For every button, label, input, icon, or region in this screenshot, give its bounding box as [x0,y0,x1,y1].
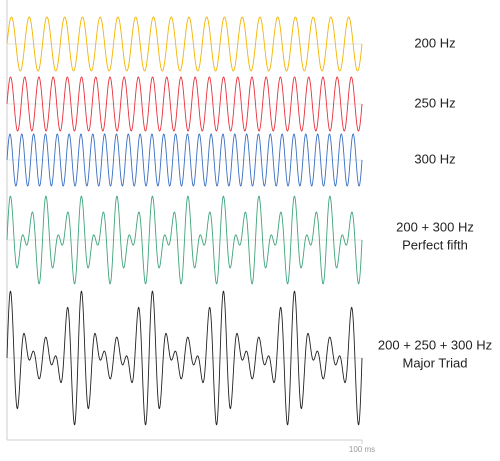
wave-label: 200 Hz [414,35,455,50]
wave-subtitle: Major Triad [402,355,467,370]
waveform [6,76,363,132]
waveform [6,133,363,187]
wave-label: 250 Hz [414,95,455,110]
wave-label: 200 + 300 Hz [396,219,474,234]
waveform [6,16,363,72]
wave-label: 300 Hz [414,151,455,166]
waveform [6,195,363,285]
wave-label: 200 + 250 + 300 Hz [378,337,492,352]
waveform [6,290,363,426]
wave-subtitle: Perfect fifth [402,237,468,252]
x-tick-label: 100 ms [349,445,375,454]
